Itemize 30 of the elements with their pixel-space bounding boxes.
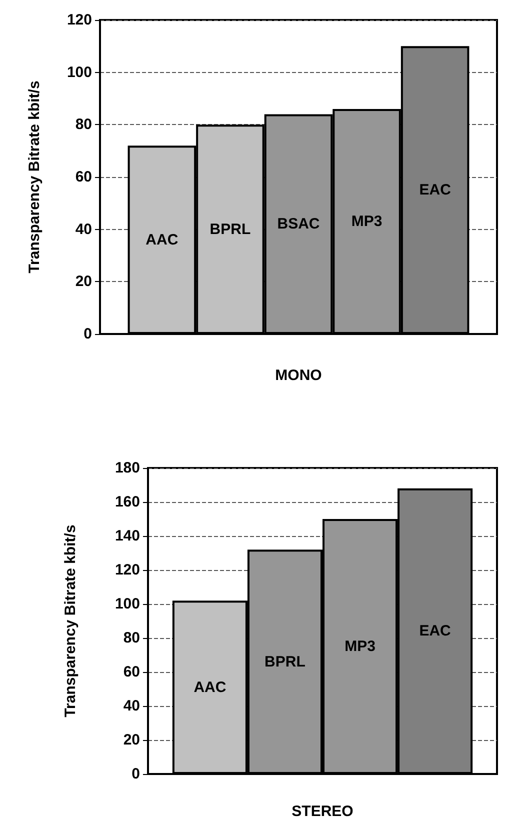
- series-label: EAC: [419, 622, 452, 640]
- y-tick-label: 40: [75, 220, 92, 238]
- series-label: MP3: [351, 212, 382, 230]
- y-axis-title: Transparency Bitrate kbit/s: [26, 80, 43, 274]
- y-tick-label: 20: [75, 273, 92, 290]
- series-label: BPRL: [210, 220, 251, 238]
- series-label: AAC: [146, 231, 178, 248]
- y-tick-label: 40: [123, 698, 140, 714]
- y-tick-label: 140: [114, 528, 140, 544]
- y-tick-label: 120: [114, 562, 140, 578]
- x-axis-title: MONO: [275, 367, 322, 384]
- y-tick-label: 100: [114, 596, 140, 612]
- y-tick-label: 0: [132, 766, 140, 782]
- y-axis-title: Transparency Bitrate kbit/s: [62, 524, 79, 718]
- y-tick-label: 180: [114, 460, 140, 476]
- y-tick-label: 20: [123, 732, 140, 748]
- y-tick-label: 160: [114, 494, 140, 510]
- y-tick-label: 60: [123, 664, 140, 680]
- series-label: EAC: [419, 182, 452, 199]
- y-tick-label: 80: [123, 630, 140, 646]
- series-label: BSAC: [277, 216, 320, 233]
- series-label: MP3: [344, 638, 376, 655]
- y-tick-label: 80: [75, 116, 92, 134]
- y-tick-label: 120: [66, 12, 92, 28]
- y-tick-label: 0: [84, 326, 92, 342]
- series-label: BPRL: [264, 653, 306, 670]
- y-tick-label: 100: [66, 64, 92, 81]
- y-tick-label: 60: [75, 168, 92, 186]
- series-label: AAC: [194, 678, 226, 696]
- x-axis-title: STEREO: [292, 803, 354, 820]
